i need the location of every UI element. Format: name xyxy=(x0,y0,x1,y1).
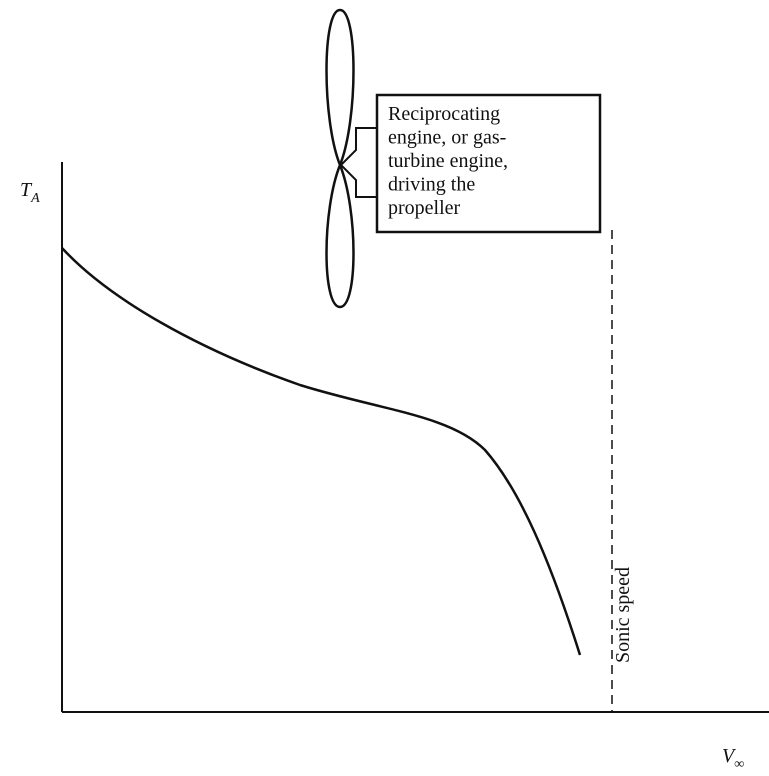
engine-box-line: driving the xyxy=(388,174,475,196)
engine-box-line: propeller xyxy=(388,197,461,219)
x-label: V∞ xyxy=(722,745,744,772)
engine-box-line: engine, or gas- xyxy=(388,127,506,149)
engine-box-line: turbine engine, xyxy=(388,150,508,172)
engine-box-line: Reciprocating xyxy=(388,103,500,125)
x-label-sub: ∞ xyxy=(734,757,744,772)
y-label-sub: A xyxy=(30,191,40,206)
propeller xyxy=(327,10,354,307)
diagram: Reciprocatingengine, or gas-turbine engi… xyxy=(0,0,769,776)
limit-label: Sonic speed xyxy=(612,567,634,663)
y-label: TA xyxy=(20,179,40,206)
thrust-curve xyxy=(62,248,580,655)
